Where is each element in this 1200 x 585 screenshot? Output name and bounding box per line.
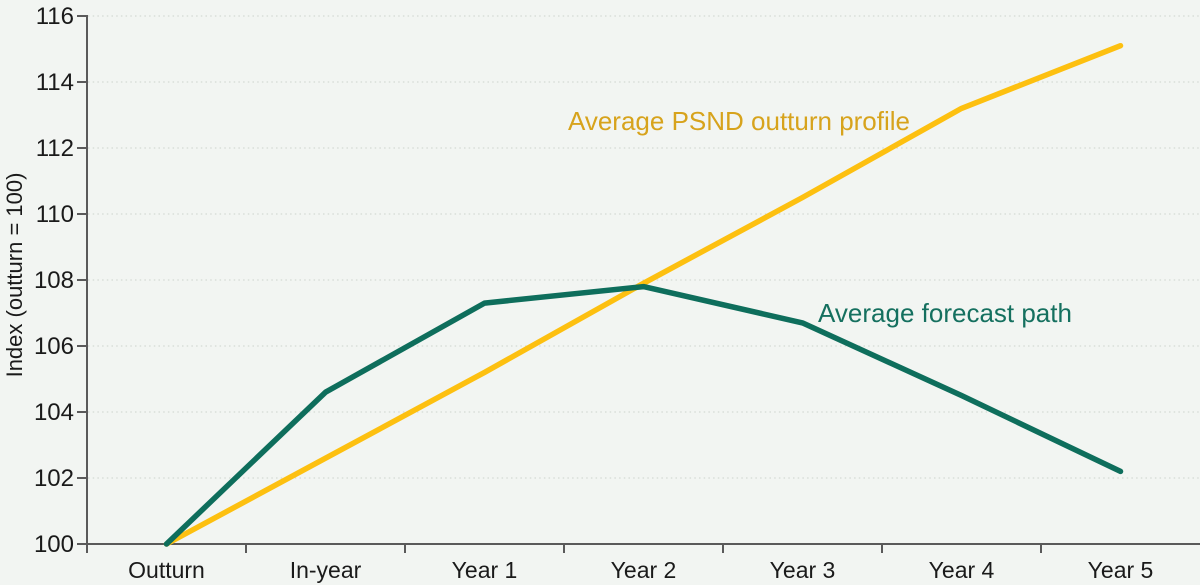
series-lines [163, 42, 1124, 547]
y-tick-label-102: 102 [34, 465, 74, 492]
x-tick-label-4: Year 3 [770, 557, 836, 583]
series-line-1 [163, 283, 1124, 547]
y-tick-label-108: 108 [34, 267, 74, 294]
x-tick-label-5: Year 4 [929, 557, 995, 583]
series-label-forecast-path: Average forecast path [818, 298, 1072, 328]
y-tick-label-116: 116 [36, 3, 74, 30]
y-axis-title: Index (outturn = 100) [2, 173, 27, 378]
x-tick-label-6: Year 5 [1088, 557, 1154, 583]
gridlines [88, 15, 1200, 479]
y-tick-label-106: 106 [34, 333, 74, 360]
x-axis-ticks: Outturn In-year Year 1 Year 2 Year 3 Year 4 Ye… [86, 544, 1154, 583]
y-tick-label-110: 110 [36, 201, 74, 228]
x-tick-label-3: Year 2 [611, 557, 677, 583]
x-tick-label-2: Year 1 [452, 557, 518, 583]
y-axis-ticks: 100 102 104 106 108 110 112 114 116 [34, 3, 87, 558]
y-tick-label-100: 100 [34, 531, 74, 558]
y-tick-label-114: 114 [36, 69, 74, 96]
y-tick-label-104: 104 [34, 399, 74, 426]
x-tick-label-0: Outturn [128, 557, 205, 583]
series-label-psnd-outturn-profile: Average PSND outturn profile [568, 106, 910, 136]
x-tick-label-1: In-year [290, 557, 362, 583]
series-line-0 [163, 42, 1124, 547]
y-tick-label-112: 112 [36, 135, 74, 162]
